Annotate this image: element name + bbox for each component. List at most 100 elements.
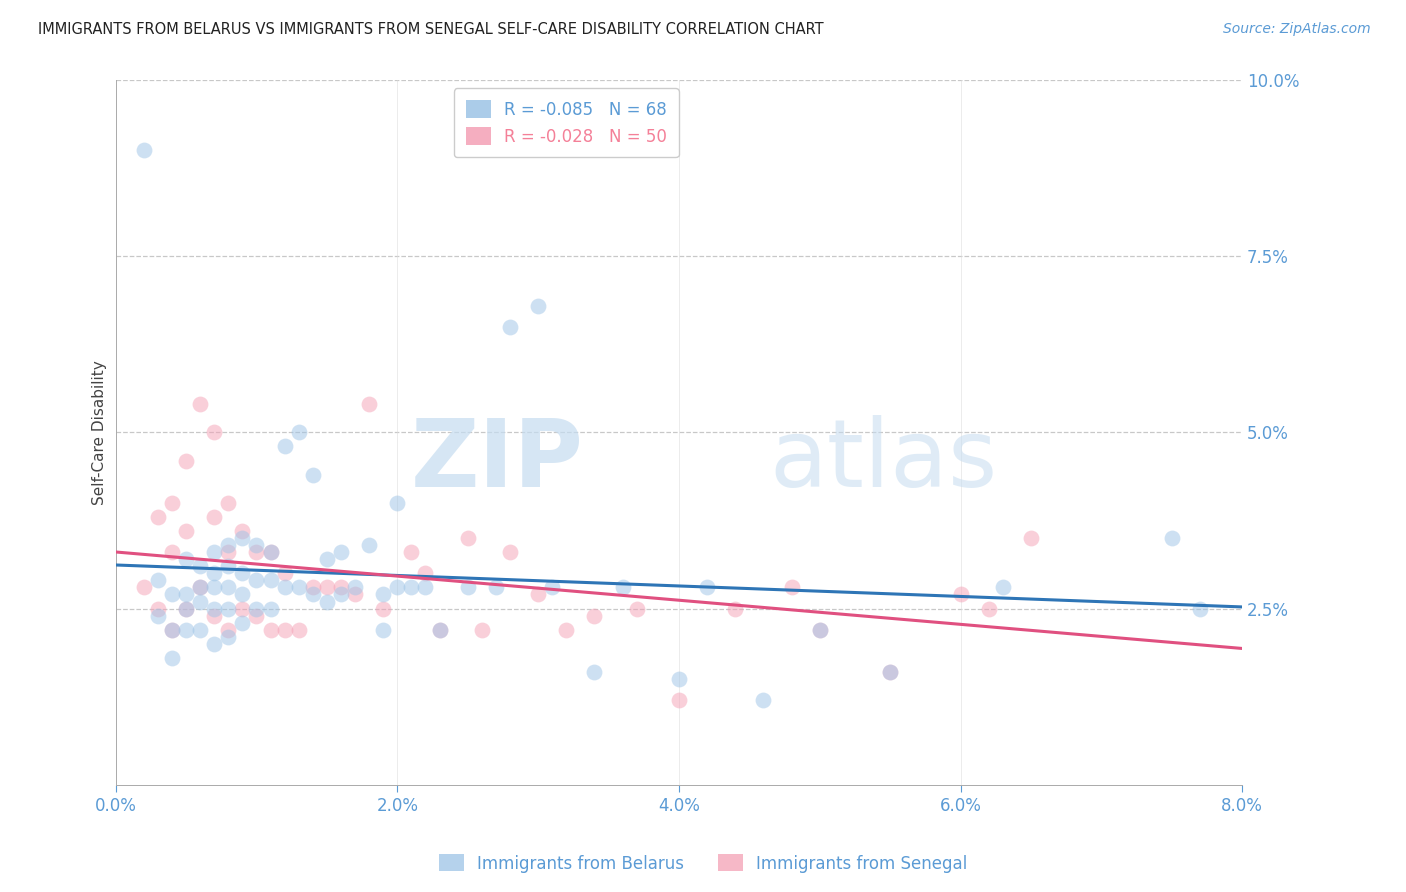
Point — [217, 496, 239, 510]
Point — [174, 601, 197, 615]
Point — [160, 651, 183, 665]
Point — [1019, 531, 1042, 545]
Point — [387, 496, 409, 510]
Point — [287, 581, 309, 595]
Point — [202, 637, 225, 651]
Point — [429, 623, 451, 637]
Point — [174, 453, 197, 467]
Point — [541, 581, 564, 595]
Point — [330, 587, 353, 601]
Point — [301, 581, 323, 595]
Point — [752, 693, 775, 707]
Point — [301, 587, 323, 601]
Point — [217, 538, 239, 552]
Point — [668, 672, 690, 686]
Point — [415, 581, 437, 595]
Point — [316, 581, 339, 595]
Point — [231, 531, 253, 545]
Point — [485, 581, 508, 595]
Point — [457, 531, 479, 545]
Point — [231, 601, 253, 615]
Point — [160, 623, 183, 637]
Point — [245, 608, 267, 623]
Point — [301, 467, 323, 482]
Point — [160, 545, 183, 559]
Point — [132, 144, 155, 158]
Point — [231, 615, 253, 630]
Point — [245, 601, 267, 615]
Point — [202, 545, 225, 559]
Point — [344, 587, 367, 601]
Text: IMMIGRANTS FROM BELARUS VS IMMIGRANTS FROM SENEGAL SELF-CARE DISABILITY CORRELAT: IMMIGRANTS FROM BELARUS VS IMMIGRANTS FR… — [38, 22, 824, 37]
Point — [344, 581, 367, 595]
Point — [555, 623, 578, 637]
Point — [174, 601, 197, 615]
Point — [316, 552, 339, 566]
Point — [401, 545, 423, 559]
Point — [146, 574, 169, 588]
Point — [457, 581, 479, 595]
Point — [696, 581, 718, 595]
Point — [359, 397, 381, 411]
Point — [527, 587, 550, 601]
Text: atlas: atlas — [769, 415, 997, 507]
Point — [259, 545, 281, 559]
Point — [259, 574, 281, 588]
Point — [217, 559, 239, 574]
Point — [245, 574, 267, 588]
Point — [273, 566, 295, 581]
Point — [273, 581, 295, 595]
Point — [188, 581, 211, 595]
Point — [808, 623, 831, 637]
Point — [949, 587, 972, 601]
Point — [259, 623, 281, 637]
Point — [202, 608, 225, 623]
Point — [387, 581, 409, 595]
Point — [174, 524, 197, 538]
Point — [724, 601, 747, 615]
Point — [188, 559, 211, 574]
Point — [287, 425, 309, 440]
Point — [259, 601, 281, 615]
Point — [188, 581, 211, 595]
Point — [879, 665, 901, 679]
Point — [188, 594, 211, 608]
Point — [231, 587, 253, 601]
Point — [174, 587, 197, 601]
Point — [583, 665, 606, 679]
Point — [316, 594, 339, 608]
Point — [245, 538, 267, 552]
Point — [273, 623, 295, 637]
Text: Source: ZipAtlas.com: Source: ZipAtlas.com — [1223, 22, 1371, 37]
Point — [287, 623, 309, 637]
Point — [499, 319, 522, 334]
Point — [415, 566, 437, 581]
Point — [977, 601, 1000, 615]
Point — [217, 545, 239, 559]
Point — [217, 623, 239, 637]
Legend: R = -0.085   N = 68, R = -0.028   N = 50: R = -0.085 N = 68, R = -0.028 N = 50 — [454, 88, 679, 157]
Point — [202, 581, 225, 595]
Point — [259, 545, 281, 559]
Point — [202, 601, 225, 615]
Point — [808, 623, 831, 637]
Point — [359, 538, 381, 552]
Point — [471, 623, 494, 637]
Point — [160, 496, 183, 510]
Point — [612, 581, 634, 595]
Point — [499, 545, 522, 559]
Point — [668, 693, 690, 707]
Point — [879, 665, 901, 679]
Point — [429, 623, 451, 637]
Point — [373, 601, 395, 615]
Point — [146, 608, 169, 623]
Point — [245, 545, 267, 559]
Point — [231, 524, 253, 538]
Point — [1188, 601, 1211, 615]
Text: ZIP: ZIP — [411, 415, 583, 507]
Point — [273, 440, 295, 454]
Point — [330, 545, 353, 559]
Point — [583, 608, 606, 623]
Point — [991, 581, 1014, 595]
Point — [373, 587, 395, 601]
